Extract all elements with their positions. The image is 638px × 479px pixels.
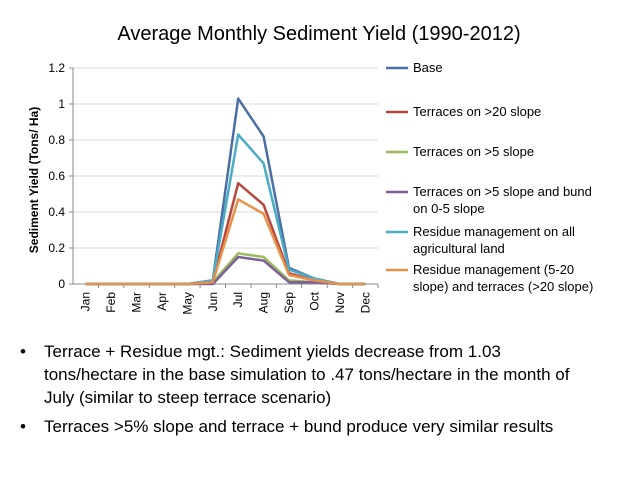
bullet-line: tons/hectare in the base simulation to .… [44,365,570,384]
legend-label: Terraces on >20 slope [413,104,541,119]
legend-label: Residue management on all [413,224,575,239]
x-ticks: Jan Feb Mar Apr May Jun Jul Aug Sep Oct Nov Dec [79,284,379,315]
series-line [85,133,366,286]
chart-title: Average Monthly Sediment Yield (1990-201… [117,23,520,45]
series-line [85,97,366,286]
x-tick-label: Nov [333,292,347,313]
y-tick-label: 0.6 [48,169,65,183]
legend-label: on 0-5 slope [413,201,485,216]
x-tick-label: Jun [206,292,220,311]
y-tick-label: 0.8 [48,133,65,147]
x-tick-label: Jan [79,292,93,311]
y-axis-label: Sediment Yield (Tons/ Ha) [27,107,41,253]
y-tick-label: 0.2 [48,241,65,255]
bullet-list: • Terrace + Residue mgt.: Sediment yield… [14,340,624,444]
x-tick-label: Mar [130,292,144,313]
legend-label: Residue management (5-20 [413,262,574,277]
y-tick-label: 0 [58,277,65,291]
legend-label: Base [413,60,443,75]
y-tick-label: 1 [58,97,65,111]
bullet-item: • Terrace + Residue mgt.: Sediment yield… [14,340,624,409]
x-tick-label: Aug [257,292,271,313]
x-tick-label: Dec [358,292,372,313]
chart: Average Monthly Sediment Yield (1990-201… [27,23,593,315]
series-line [85,198,366,286]
legend-label: Terraces on >5 slope and bund [413,184,592,199]
y-ticks: 0 0.2 0.4 0.6 0.8 1 1.2 [48,61,73,291]
x-tick-label: Sep [282,292,296,314]
y-tick-label: 0.4 [48,205,65,219]
bullet-dot-icon: • [20,417,26,436]
legend-label: slope) and terraces (>20 slope) [413,279,593,294]
legend-label: agricultural land [413,241,505,256]
bullet-dot-icon: • [20,342,26,361]
x-tick-label: Feb [104,292,118,313]
grid [72,67,378,285]
x-tick-label: Oct [307,291,321,310]
bullet-line: Terrace + Residue mgt.: Sediment yields … [44,342,501,361]
bullet-line: July (similar to steep terrace scenario) [44,388,332,407]
bullet-item: • Terraces >5% slope and terrace + bund … [14,415,624,438]
x-tick-label: Jul [231,292,245,307]
series-lines [85,97,366,286]
x-tick-label: Apr [155,292,169,311]
legend-label: Terraces on >5 slope [413,144,534,159]
x-tick-label: May [180,292,194,315]
bullet-line: Terraces >5% slope and terrace + bund pr… [44,417,554,436]
y-tick-label: 1.2 [48,61,65,75]
legend: Base Terraces on >20 slope Terraces on >5 … [386,60,593,294]
